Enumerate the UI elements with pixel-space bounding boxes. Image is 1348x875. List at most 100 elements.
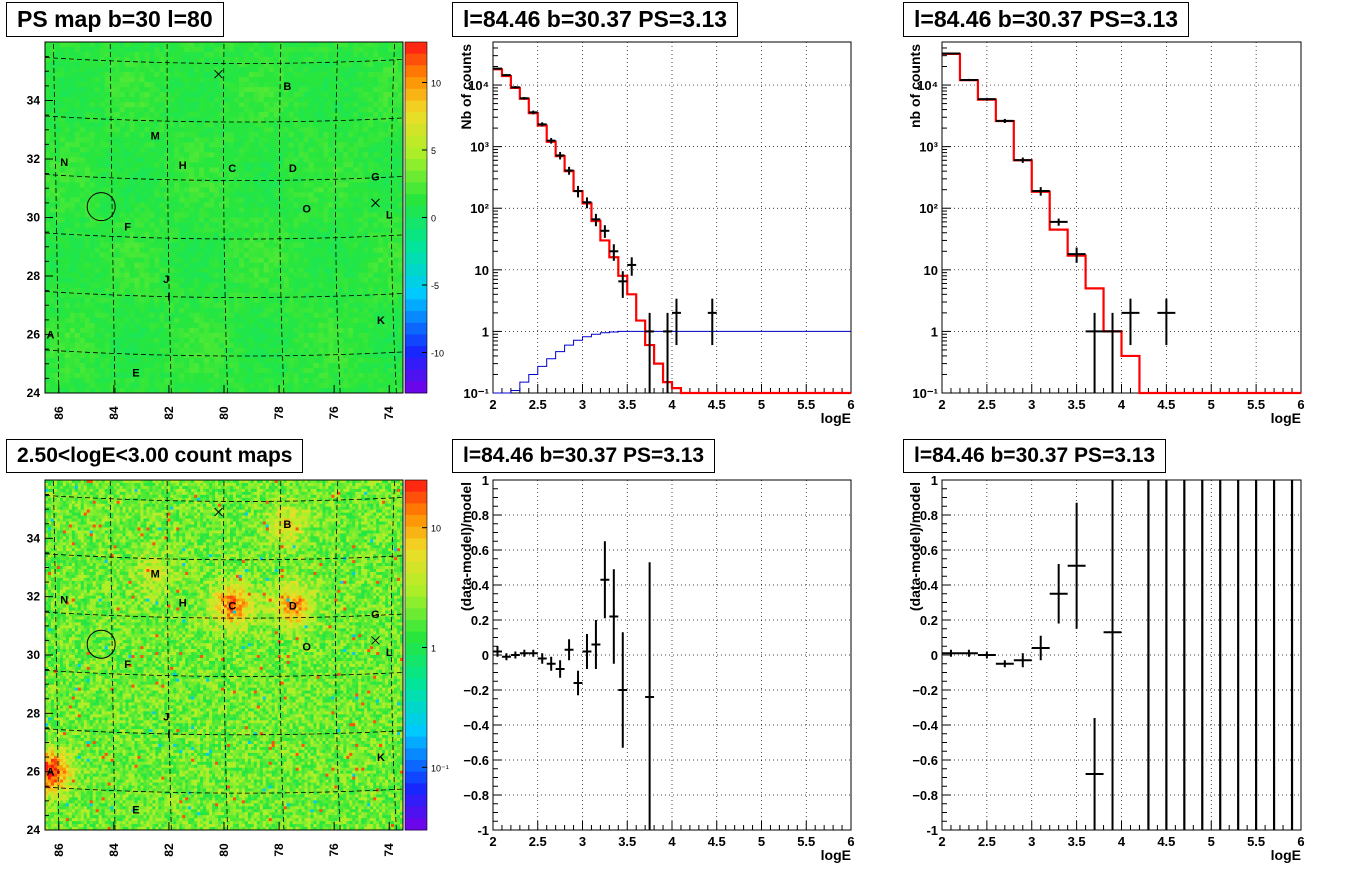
heatmap-cell xyxy=(144,152,150,158)
heatmap-cell xyxy=(45,132,51,138)
heatmap-cell xyxy=(139,302,145,309)
heatmap-cell xyxy=(139,157,145,163)
heatmap-cell xyxy=(159,262,165,269)
heatmap-cell xyxy=(298,302,304,309)
heatmap-cell xyxy=(328,287,334,294)
heatmap-cell xyxy=(348,347,354,354)
heatmap-cell xyxy=(224,67,230,73)
heatmap-cell xyxy=(373,137,379,143)
heatmap-cell xyxy=(323,202,329,208)
heatmap-cell xyxy=(263,312,270,319)
heatmap-cell xyxy=(253,337,260,344)
heatmap-cell xyxy=(368,97,374,103)
heatmap-cell xyxy=(263,227,270,233)
heatmap-cell xyxy=(209,197,215,203)
heatmap-cell xyxy=(49,382,56,389)
heatmap-cell xyxy=(373,57,379,63)
heatmap-cell xyxy=(49,192,56,198)
heatmap-cell xyxy=(288,342,295,349)
heatmap-cell xyxy=(393,232,399,238)
heatmap-cell xyxy=(373,302,379,309)
heatmap-cell xyxy=(194,337,200,344)
heatmap-cell xyxy=(194,122,200,128)
heatmap-cell xyxy=(154,302,160,309)
heatmap-cell xyxy=(204,152,210,158)
heatmap-cell xyxy=(283,247,290,253)
heatmap-cell xyxy=(323,282,329,289)
heatmap-cell xyxy=(233,342,240,349)
heatmap-cell xyxy=(94,72,101,78)
heatmap-cell xyxy=(164,387,170,394)
heatmap-cell xyxy=(194,77,200,83)
heatmap-cell xyxy=(233,67,240,73)
heatmap-cell xyxy=(214,302,220,309)
heatmap-cell xyxy=(109,342,116,349)
heatmap-cell xyxy=(363,322,369,329)
heatmap-cell xyxy=(94,62,101,68)
heatmap-cell xyxy=(283,347,290,354)
heatmap-cell xyxy=(119,287,125,294)
heatmap-cell xyxy=(199,182,205,188)
heatmap-cell xyxy=(144,77,150,83)
heatmap-cell xyxy=(243,357,250,364)
heatmap-cell xyxy=(318,112,324,118)
heatmap-cell xyxy=(204,312,210,319)
heatmap-cell xyxy=(124,282,130,289)
heatmap-cell xyxy=(248,287,255,294)
heatmap-cell xyxy=(99,302,106,309)
heatmap-cell xyxy=(154,372,160,379)
heatmap-cell xyxy=(189,67,195,73)
heatmap-cell xyxy=(204,222,210,228)
heatmap-cell xyxy=(333,177,339,183)
heatmap-cell xyxy=(273,377,280,384)
heatmap-cell xyxy=(219,167,225,173)
heatmap-cell xyxy=(353,212,359,218)
heatmap-cell xyxy=(373,242,379,248)
heatmap-cell xyxy=(293,42,299,48)
heatmap-cell xyxy=(313,82,319,88)
heatmap-cell xyxy=(209,67,215,73)
heatmap-cell xyxy=(104,337,111,344)
heatmap-cell xyxy=(323,67,329,73)
heatmap-cell xyxy=(159,42,165,48)
heatmap-cell xyxy=(298,227,304,233)
heatmap-cell xyxy=(348,152,354,158)
heatmap-cell xyxy=(159,282,165,289)
heatmap-cell xyxy=(363,172,369,178)
heatmap-cell xyxy=(69,192,76,198)
heatmap-cell xyxy=(353,317,359,324)
heatmap-cell xyxy=(383,367,389,374)
heatmap-cell xyxy=(313,282,319,289)
heatmap-cell xyxy=(353,377,359,384)
heatmap-cell xyxy=(99,252,106,259)
heatmap-cell xyxy=(89,112,96,118)
heatmap-cell xyxy=(348,42,354,48)
heatmap-cell xyxy=(174,307,180,314)
heatmap-cell xyxy=(303,182,309,188)
heatmap-cell xyxy=(248,367,255,374)
heatmap-cell xyxy=(353,97,359,103)
heatmap-cell xyxy=(338,322,344,329)
heatmap-cell xyxy=(189,112,195,118)
heatmap-cell xyxy=(94,212,101,218)
heatmap-cell xyxy=(219,132,225,138)
heatmap-cell xyxy=(348,127,354,133)
heatmap-cell xyxy=(328,87,334,93)
heatmap-cell xyxy=(328,332,334,339)
heatmap-cell xyxy=(303,132,309,138)
heatmap-cell xyxy=(258,127,265,133)
heatmap-cell xyxy=(159,377,165,384)
heatmap-cell xyxy=(253,47,260,53)
heatmap-cell xyxy=(149,52,155,58)
heatmap-cell xyxy=(273,212,280,218)
heatmap-cell xyxy=(298,312,304,319)
heatmap-cell xyxy=(368,337,374,344)
heatmap-cell xyxy=(323,217,329,223)
heatmap-cell xyxy=(303,347,309,354)
heatmap-cell xyxy=(139,257,145,264)
heatmap-cell xyxy=(263,212,270,218)
heatmap-cell xyxy=(233,257,240,264)
heatmap-cell xyxy=(393,192,399,198)
heatmap-cell xyxy=(109,337,116,344)
heatmap-cell xyxy=(169,157,175,163)
